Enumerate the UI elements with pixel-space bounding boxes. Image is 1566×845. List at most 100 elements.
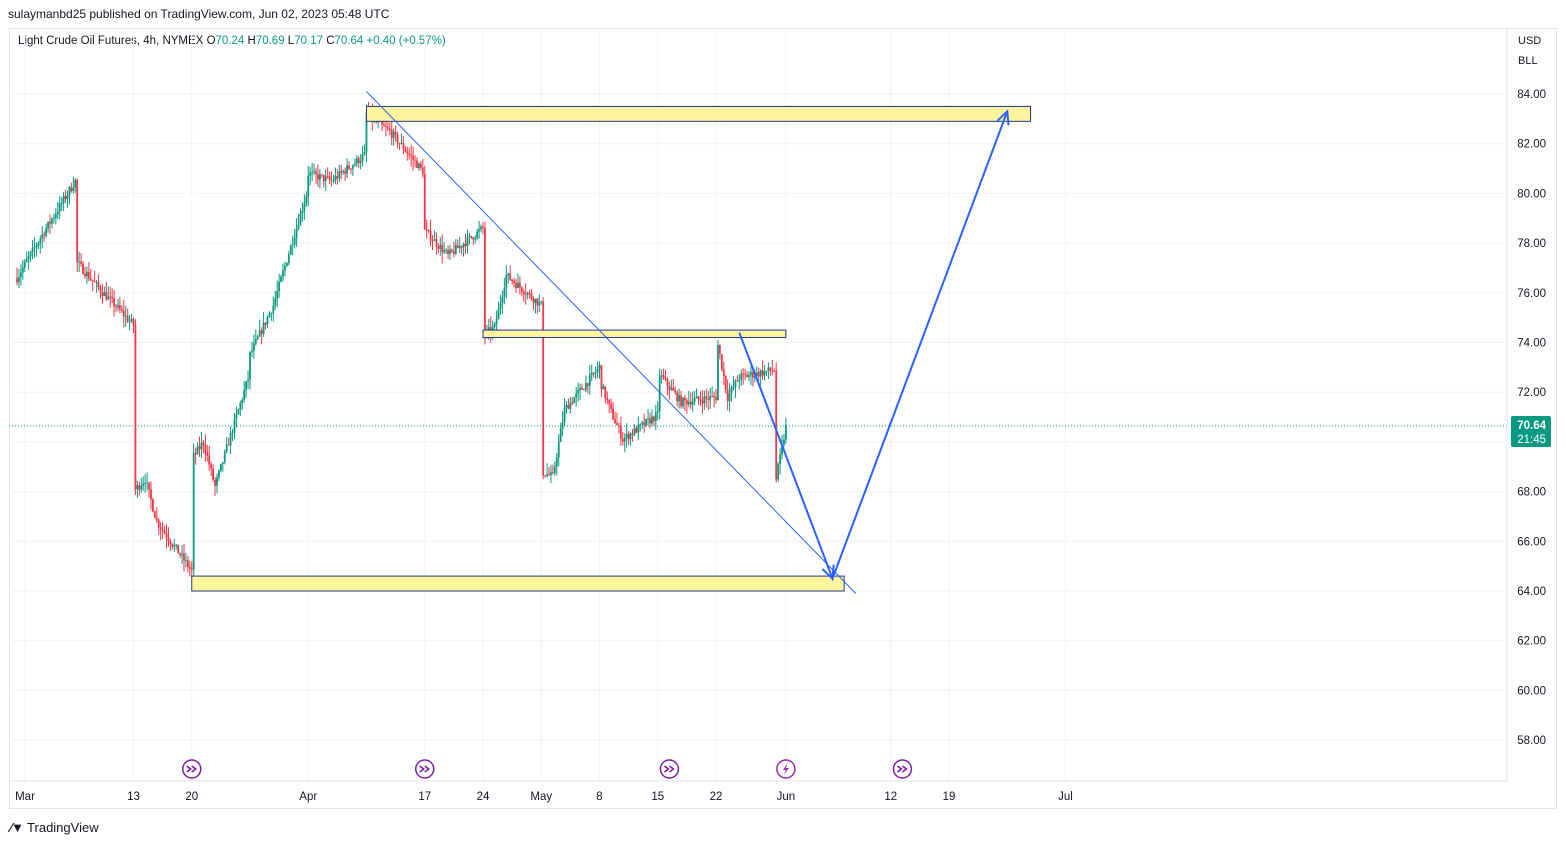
candle-body <box>478 229 481 232</box>
event-markers[interactable] <box>182 759 913 779</box>
arrow-head <box>996 109 1010 126</box>
candle-body <box>435 239 438 247</box>
candle-body <box>365 112 368 152</box>
symbol-title[interactable]: Light Crude Oil Futures, 4h, NYMEX <box>18 35 204 47</box>
candle-body <box>150 489 152 500</box>
candle-body <box>740 373 743 380</box>
candle-body <box>462 243 465 248</box>
candle-body <box>311 171 314 173</box>
price-zone <box>366 105 1032 122</box>
open-label: O <box>206 35 216 47</box>
time-tick-label: 20 <box>185 791 198 803</box>
candle-body <box>451 249 453 252</box>
candle-body <box>117 305 119 308</box>
candle-body <box>518 282 521 288</box>
candle-body <box>421 167 424 175</box>
last-price-tag-bg <box>1511 416 1551 447</box>
candle-body <box>126 315 129 322</box>
candle-body <box>511 279 514 282</box>
candle-body <box>736 380 739 382</box>
candle-body <box>140 485 143 490</box>
candle-body <box>641 422 644 425</box>
candle-body <box>722 369 725 376</box>
candle-body <box>363 151 366 155</box>
time-tick-label: 15 <box>651 791 664 803</box>
candle-body <box>49 221 51 224</box>
candle-body <box>695 396 698 399</box>
candle-body <box>82 263 84 274</box>
candle-body <box>285 263 288 266</box>
candle-body <box>682 397 684 407</box>
candle-body <box>697 396 700 400</box>
time-tick-label: 19 <box>943 791 956 803</box>
candle-body <box>763 371 766 376</box>
candle-body <box>101 292 104 296</box>
support-resistance-zones[interactable] <box>191 105 1032 592</box>
currency-label[interactable]: USD <box>1518 35 1542 47</box>
candle-body <box>54 214 57 218</box>
candle-body <box>476 231 479 238</box>
candle-body <box>276 291 279 299</box>
candle-body <box>513 281 515 284</box>
candle-body <box>482 226 484 228</box>
candle-body <box>534 298 537 303</box>
candle-body <box>225 444 228 452</box>
candle-body <box>398 143 401 145</box>
candle-body <box>408 153 411 155</box>
candle-body <box>503 288 506 297</box>
candle-body <box>146 482 148 484</box>
candle-body <box>575 393 578 398</box>
candle-body <box>555 457 558 467</box>
candle-body <box>130 319 133 321</box>
candle-body <box>210 464 213 469</box>
candle-body <box>278 281 281 292</box>
drawings[interactable] <box>366 91 1010 594</box>
candle-body <box>668 385 671 390</box>
candle-body <box>45 228 48 236</box>
candle-body <box>27 256 30 260</box>
candle-body <box>252 343 255 351</box>
candle-body <box>666 378 669 386</box>
unit-label[interactable]: BLL <box>1518 55 1538 67</box>
candle-body <box>392 131 395 138</box>
candle-body <box>344 171 347 174</box>
candle-body <box>753 376 756 378</box>
candle-body <box>237 409 240 415</box>
candle-body <box>699 399 702 401</box>
candle-body <box>326 176 329 178</box>
candle-body <box>124 315 127 317</box>
candle-body <box>87 272 90 279</box>
candle-body <box>169 541 172 545</box>
candle-body <box>315 171 317 175</box>
candle-body <box>720 354 723 370</box>
candle-body <box>701 400 704 404</box>
candle-body <box>185 560 187 562</box>
candle-body <box>89 278 92 280</box>
candle-body <box>538 301 541 306</box>
candle-body <box>190 568 193 570</box>
tradingview-logo[interactable]: ⁄▼ TradingView <box>10 820 99 835</box>
candle-body <box>419 163 422 168</box>
candles <box>16 101 787 581</box>
candle-body <box>495 319 498 325</box>
time-tick-label: Apr <box>299 791 317 803</box>
candle-body <box>86 272 88 277</box>
candle-body <box>596 368 599 373</box>
candle-body <box>60 203 63 204</box>
candle-body <box>627 433 630 440</box>
price-tick-label: 58.00 <box>1517 735 1546 747</box>
candle-body <box>208 455 211 465</box>
event-glyph <box>663 765 675 773</box>
candle-body <box>509 273 512 280</box>
candle-body <box>39 238 42 243</box>
candle-body <box>552 472 554 474</box>
candle-body <box>122 310 125 317</box>
time-axis[interactable]: Mar 13 20 Apr 17 24 May 8 15 22 Jun 12 19 Jul <box>15 791 1073 803</box>
candle-body <box>192 453 195 570</box>
price-tick-label: 84.00 <box>1517 89 1546 101</box>
candle-body <box>167 537 170 542</box>
candle-body <box>303 203 306 211</box>
candle-body <box>715 397 717 401</box>
candle-body <box>645 418 647 426</box>
